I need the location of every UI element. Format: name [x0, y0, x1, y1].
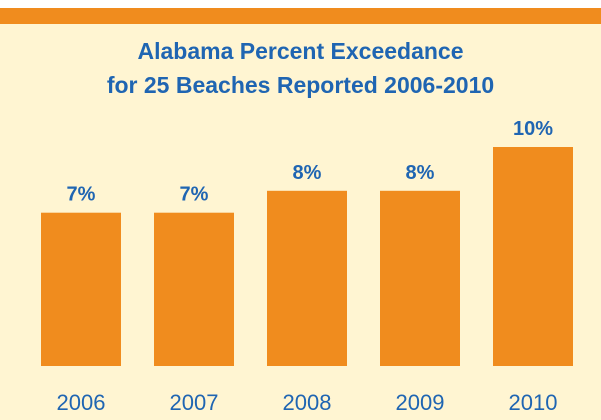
bar-2008 [267, 190, 347, 366]
chart-title-line-2: for 25 Beaches Reported 2006-2010 [106, 72, 495, 98]
data-label-2006: 7% [67, 184, 96, 206]
x-tick-label-2007: 2007 [170, 390, 219, 415]
top-accent-bar [0, 8, 601, 24]
data-label-2007: 7% [180, 184, 209, 206]
bar-2009 [380, 190, 460, 366]
data-label-2010: 10% [513, 118, 553, 140]
chart-title-line-1: Alabama Percent Exceedance [137, 38, 464, 64]
x-tick-label-2009: 2009 [396, 390, 445, 415]
x-tick-label-2006: 2006 [57, 390, 106, 415]
x-tick-label-2008: 2008 [283, 390, 332, 415]
data-label-2009: 8% [406, 162, 435, 184]
x-tick-label-2010: 2010 [509, 390, 558, 415]
bar-2007 [154, 212, 234, 366]
bar-2010 [493, 147, 573, 366]
chart-title: Alabama Percent Exceedance for 25 Beache… [0, 34, 601, 102]
bar-2006 [41, 212, 121, 366]
data-label-2008: 8% [293, 162, 322, 184]
